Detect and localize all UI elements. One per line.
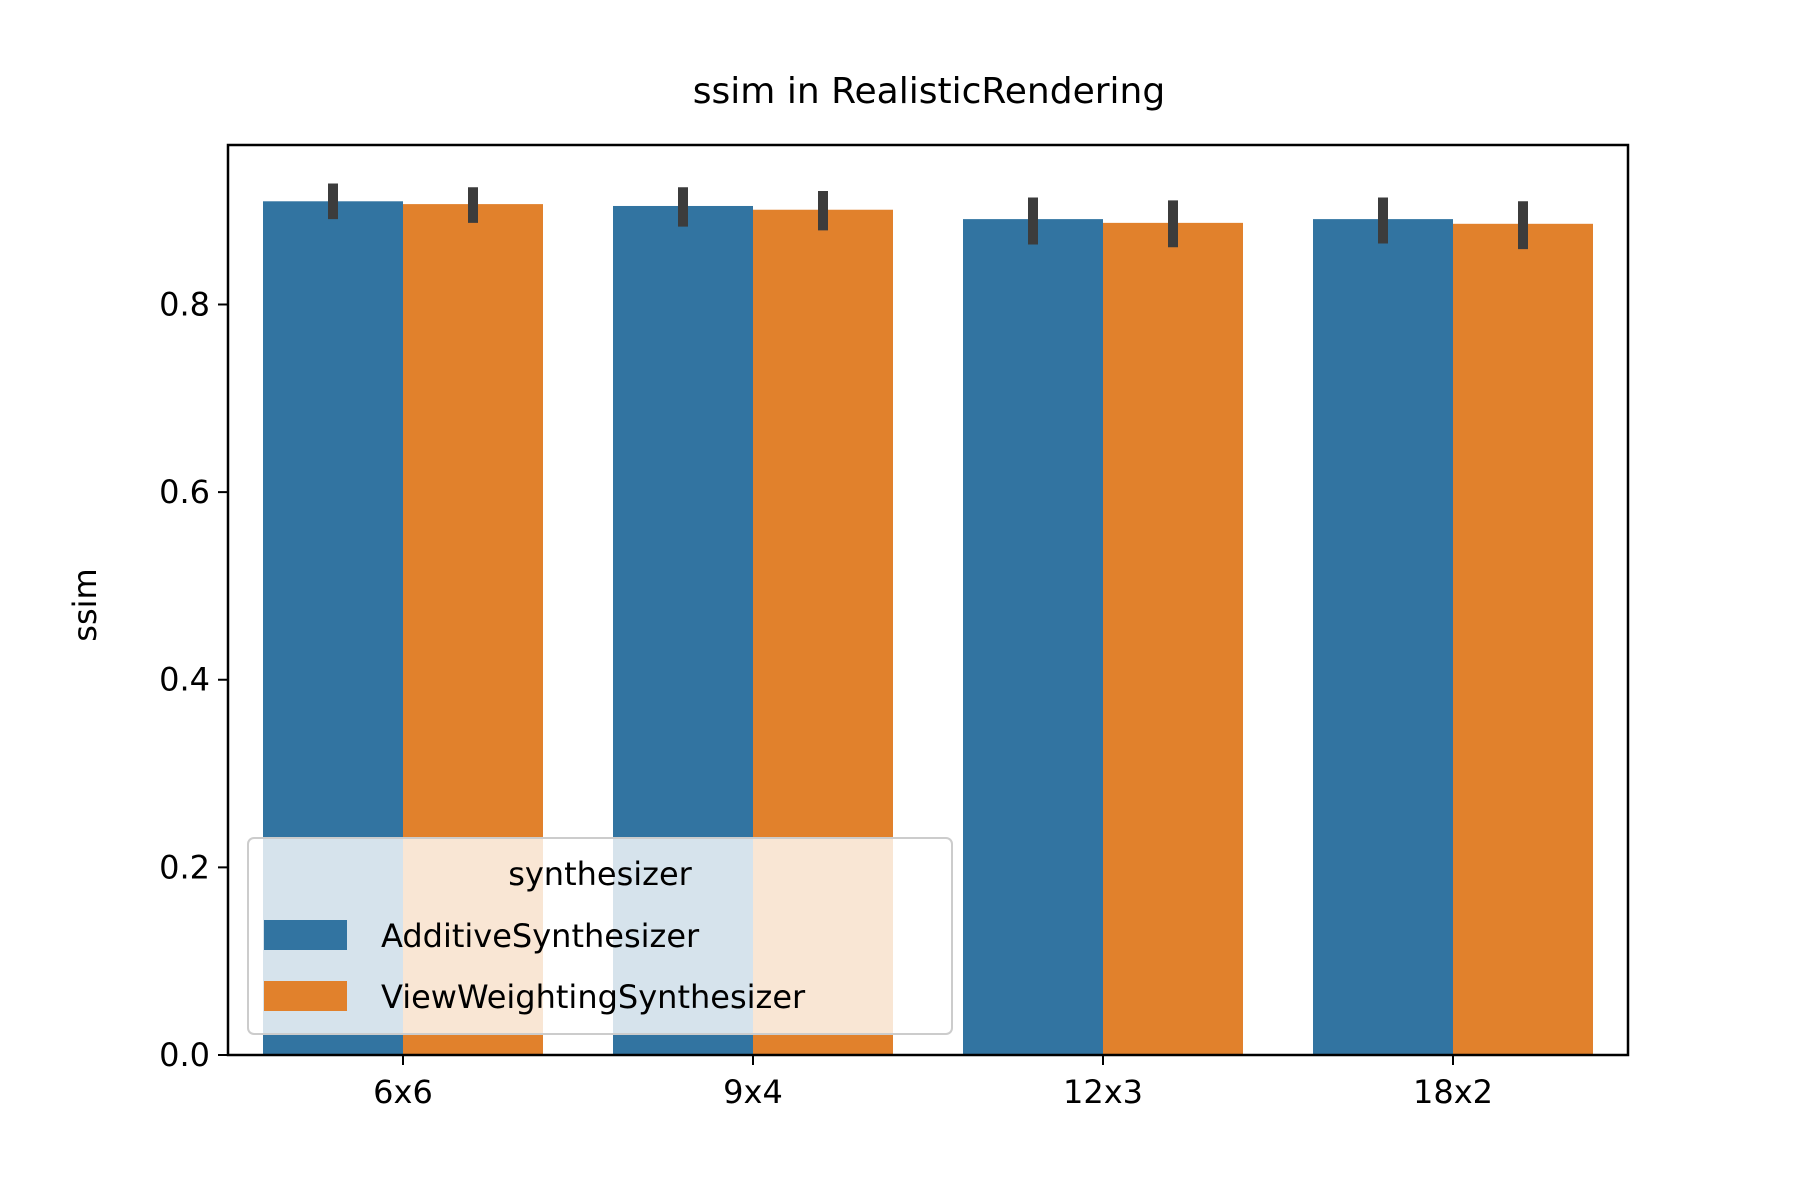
x-tick-label: 18x2 — [1413, 1073, 1493, 1111]
y-tick-label: 0.2 — [159, 848, 210, 886]
x-tick-label: 6x6 — [373, 1073, 433, 1111]
legend-swatch-AdditiveSynthesizer — [264, 920, 347, 950]
legend-title: synthesizer — [508, 855, 692, 893]
axes-layer: 0.0 0.2 0.4 0.6 0.8 6x6 9x4 12x3 18x2 — [159, 143, 1630, 1111]
legend-label-ViewWeightingSynthesizer: ViewWeightingSynthesizer — [381, 978, 806, 1016]
legend: synthesizer AdditiveSynthesizer ViewWeight… — [247, 837, 953, 1035]
y-tick-label: 0.0 — [159, 1036, 210, 1074]
y-tick-label: 0.8 — [159, 285, 210, 323]
x-tick-label: 9x4 — [723, 1073, 783, 1111]
legend-swatch-ViewWeightingSynthesizer — [264, 981, 347, 1011]
legend-box — [247, 837, 953, 1035]
error-bars-layer — [328, 183, 1528, 250]
bar-ViewWeightingSynthesizer-18x2 — [1453, 223, 1593, 1055]
legend-label-AdditiveSynthesizer: AdditiveSynthesizer — [381, 917, 700, 955]
plot-frame — [226, 143, 1630, 1057]
chart-title: ssim in RealisticRendering — [693, 71, 1165, 112]
y-tick-label: 0.4 — [159, 661, 210, 699]
bar-ViewWeightingSynthesizer-12x3 — [1103, 222, 1243, 1056]
y-axis-label: ssim — [66, 568, 104, 641]
bar-AdditiveSynthesizer-18x2 — [1313, 219, 1453, 1055]
x-tick-label: 12x3 — [1063, 1073, 1143, 1111]
y-tick-label: 0.6 — [159, 473, 210, 511]
bar-AdditiveSynthesizer-12x3 — [963, 219, 1103, 1055]
